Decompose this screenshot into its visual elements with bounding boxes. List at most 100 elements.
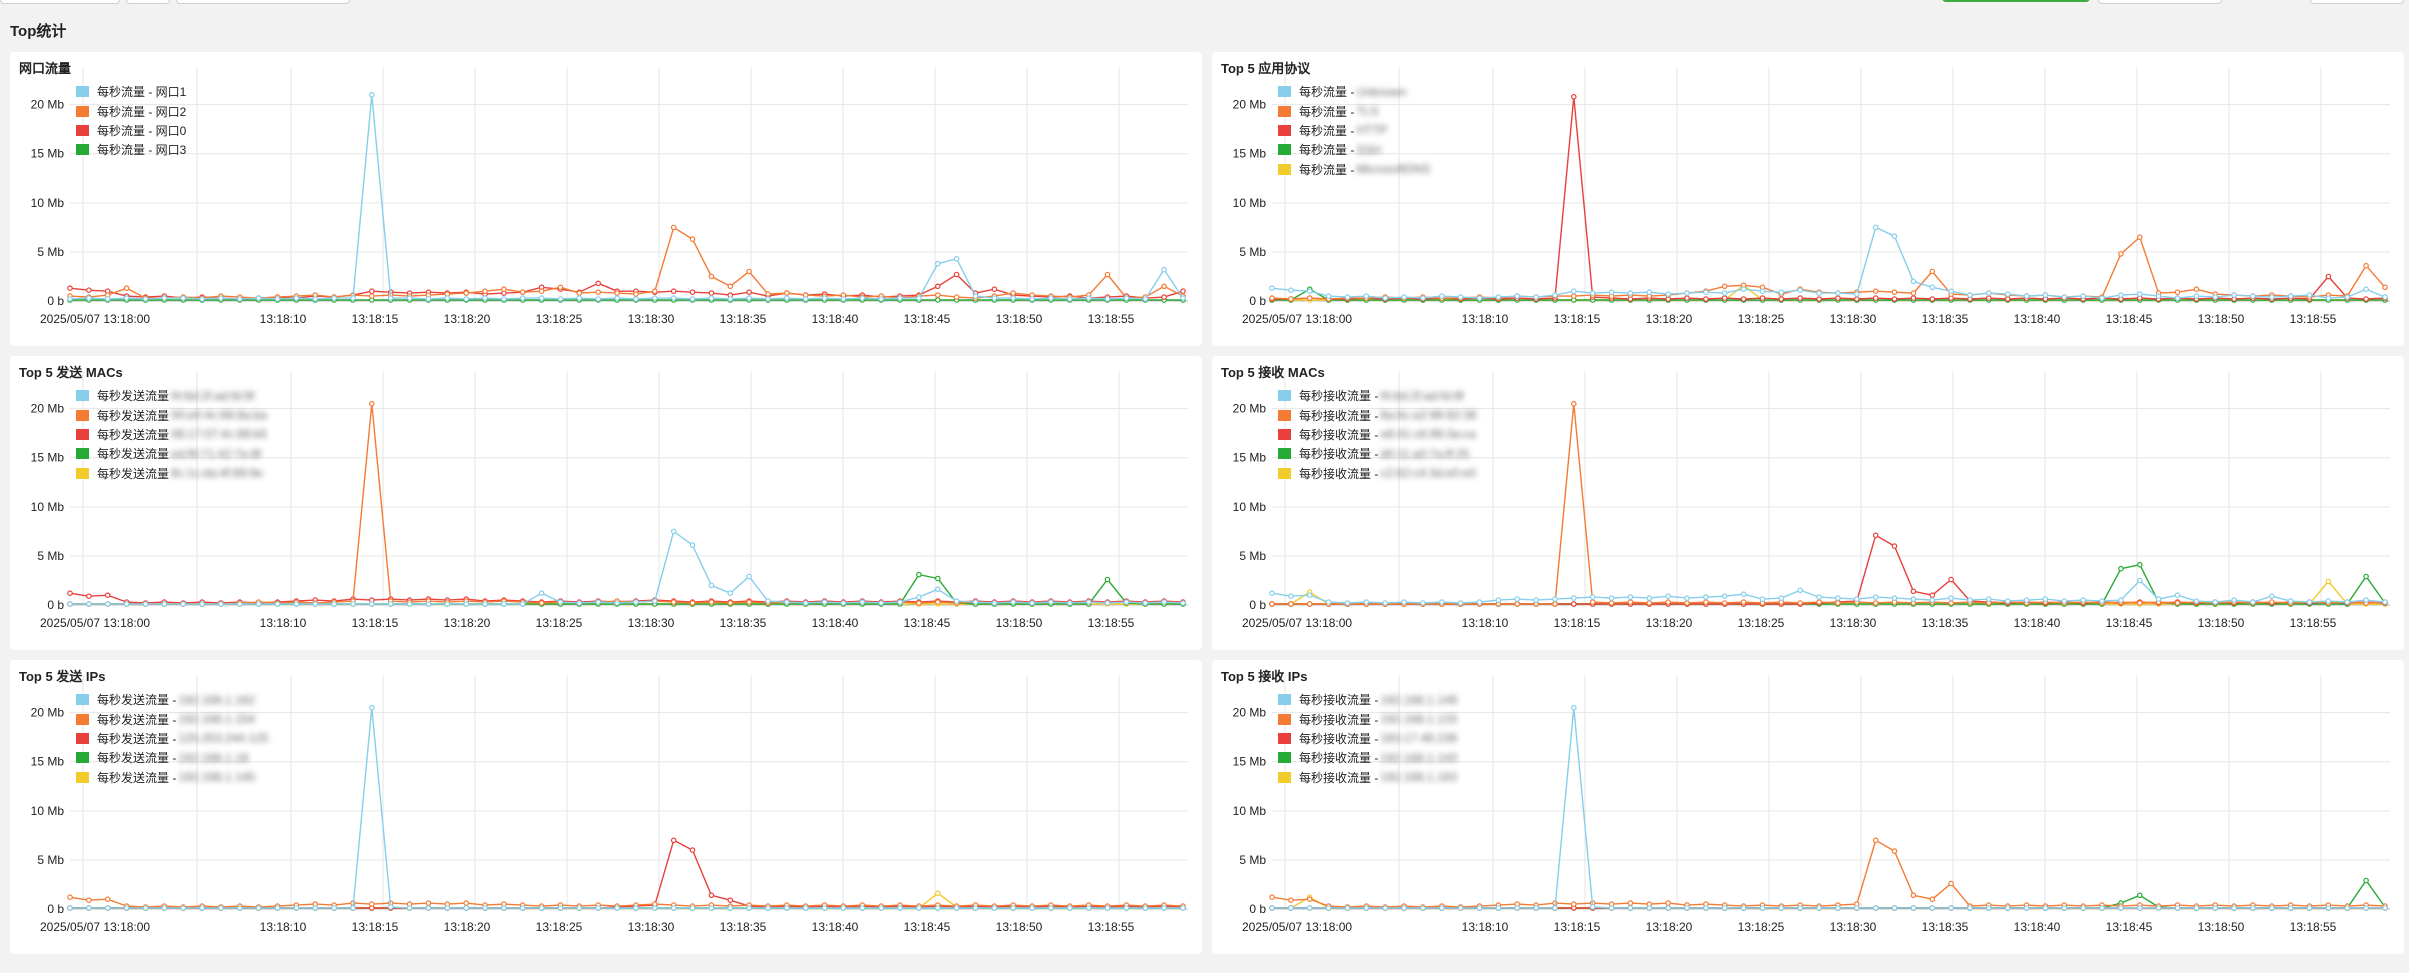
x-tick-label: 13:18:20 bbox=[444, 312, 491, 326]
legend-label: 每秒接收流量 - bbox=[1299, 731, 1379, 746]
data-point bbox=[595, 280, 602, 287]
legend-item[interactable]: 每秒流量 - TLS bbox=[1278, 101, 1430, 120]
data-point bbox=[1269, 285, 1275, 292]
legend-item[interactable]: 每秒接收流量 - 192.168.1.149 bbox=[1278, 690, 1457, 709]
legend-item[interactable]: 每秒流量 - SSH bbox=[1278, 140, 1430, 159]
legend-item[interactable]: 每秒发送流量 08:17:07:4c:89:b5 bbox=[76, 425, 267, 444]
legend-item[interactable]: 每秒发送流量 8c:1c:da:4f:89:9e bbox=[76, 464, 267, 483]
data-point bbox=[1891, 233, 1898, 240]
data-point bbox=[1269, 601, 1275, 607]
data-point bbox=[1985, 295, 1992, 301]
data-point bbox=[708, 599, 715, 605]
legend-item[interactable]: 每秒接收流量 - d0:11:a0:7a:ff:25 bbox=[1278, 444, 1476, 463]
legend-item[interactable]: 每秒发送流量 00:e0:4c:68:8a:ba bbox=[76, 405, 267, 424]
data-point bbox=[614, 295, 620, 301]
legend-item[interactable]: 每秒流量 - 网口1 bbox=[76, 82, 186, 101]
legend-item[interactable]: 每秒发送流量 f4:6d:2f:ad:fd:9f bbox=[76, 386, 267, 405]
data-point bbox=[2250, 599, 2256, 605]
legend-item[interactable]: 每秒流量 - MicrosoftDNS bbox=[1278, 160, 1430, 179]
legend-label: 每秒发送流量 - bbox=[97, 751, 177, 766]
legend-item[interactable]: 每秒接收流量 - 192.168.1.133 bbox=[1278, 709, 1457, 728]
data-point bbox=[180, 905, 187, 911]
x-tick-label: 13:18:35 bbox=[1922, 920, 1969, 934]
data-point bbox=[1533, 905, 1539, 911]
data-point bbox=[1029, 296, 1035, 302]
data-point bbox=[991, 286, 998, 293]
data-point bbox=[1853, 296, 1860, 302]
data-point bbox=[538, 905, 545, 911]
legend-item[interactable]: 每秒流量 - 网口2 bbox=[76, 101, 186, 120]
legend-redacted-value: c2:62:c4:3d:e0:e0 bbox=[1380, 466, 1476, 481]
data-point bbox=[1552, 601, 1558, 607]
data-point bbox=[1288, 897, 1294, 904]
legend-item[interactable]: 每秒接收流量 - f4:6d:2f:ad:fd:9f bbox=[1278, 386, 1476, 405]
legend-item[interactable]: 每秒发送流量 - 192.168.1.18 bbox=[76, 748, 268, 767]
data-point bbox=[1457, 600, 1464, 606]
toolbar-select[interactable] bbox=[176, 0, 350, 4]
legend-label: 每秒接收流量 - bbox=[1299, 427, 1379, 442]
data-point bbox=[444, 601, 451, 607]
data-point bbox=[557, 905, 564, 911]
toolbar-button[interactable] bbox=[0, 0, 120, 4]
toolbar-button[interactable] bbox=[2098, 0, 2222, 4]
y-tick-label: 20 Mb bbox=[31, 98, 65, 112]
data-point bbox=[519, 295, 526, 301]
data-point bbox=[651, 905, 658, 911]
x-tick-label: 13:18:20 bbox=[1646, 616, 1693, 630]
legend-item[interactable]: 每秒接收流量 - c2:62:c4:3d:e0:e0 bbox=[1278, 464, 1476, 483]
data-point bbox=[2042, 905, 2049, 911]
data-point bbox=[633, 905, 639, 911]
data-point bbox=[482, 295, 488, 301]
data-point bbox=[161, 905, 168, 911]
data-point bbox=[519, 289, 526, 296]
legend-item[interactable]: 每秒流量 - 网口0 bbox=[76, 121, 186, 140]
legend-swatch bbox=[76, 409, 89, 421]
legend-redacted-value: 192.168.1.145 bbox=[178, 770, 256, 785]
legend-item[interactable]: 每秒接收流量 - 192.168.1.143 bbox=[1278, 748, 1457, 767]
data-point bbox=[1665, 291, 1672, 297]
legend-item[interactable]: 每秒接收流量 - 183.17.48.238 bbox=[1278, 729, 1457, 748]
legend-item[interactable]: 每秒接收流量 - e8:41:c6:99:3a:ca bbox=[1278, 425, 1476, 444]
legend-swatch bbox=[76, 390, 89, 402]
data-point bbox=[274, 296, 281, 302]
legend-item[interactable]: 每秒接收流量 - 8a:6c:a2:98:92:38 bbox=[1278, 405, 1476, 424]
data-point bbox=[689, 905, 696, 911]
data-point bbox=[1646, 289, 1653, 296]
legend-item[interactable]: 每秒发送流量 - 125.253.244.125 bbox=[76, 729, 268, 748]
y-tick-label: 15 Mb bbox=[1233, 147, 1267, 161]
legend-redacted-value: 08:17:07:4c:89:b5 bbox=[171, 427, 268, 442]
data-point bbox=[1514, 905, 1521, 911]
toolbar-button[interactable] bbox=[2310, 0, 2404, 4]
data-point bbox=[2061, 905, 2068, 911]
data-point bbox=[1872, 532, 1879, 539]
data-point bbox=[406, 601, 413, 607]
data-point bbox=[538, 288, 545, 295]
data-point bbox=[557, 296, 564, 302]
legend-item[interactable]: 每秒发送流量 ed:f9:71:42:7e:8f bbox=[76, 444, 267, 463]
data-point bbox=[670, 599, 677, 605]
data-point bbox=[1344, 600, 1351, 606]
data-point bbox=[2382, 599, 2388, 605]
section-title: Top统计 bbox=[10, 23, 67, 40]
data-point bbox=[368, 901, 375, 907]
series-line bbox=[1272, 403, 2386, 605]
data-point bbox=[595, 289, 602, 296]
data-point bbox=[746, 573, 752, 580]
legend-item[interactable]: 每秒发送流量 - 192.168.1.145 bbox=[76, 768, 268, 787]
toolbar-button[interactable] bbox=[126, 0, 170, 4]
legend-item[interactable]: 每秒流量 - 网口3 bbox=[76, 140, 186, 159]
legend-item[interactable]: 每秒发送流量 - 192.168.1.162 bbox=[76, 690, 268, 709]
legend-item[interactable]: 每秒流量 - Unknown bbox=[1278, 82, 1430, 101]
legend-item[interactable]: 每秒流量 - HTTP bbox=[1278, 121, 1430, 140]
data-point bbox=[2136, 291, 2143, 297]
x-tick-label: 13:18:15 bbox=[352, 312, 399, 326]
data-point bbox=[1552, 905, 1558, 911]
data-point bbox=[1759, 905, 1766, 911]
toolbar-primary-button[interactable] bbox=[1942, 0, 2090, 2]
data-point bbox=[802, 296, 809, 302]
data-point bbox=[1608, 289, 1615, 296]
legend-item[interactable]: 每秒接收流量 - 192.168.1.163 bbox=[1278, 768, 1457, 787]
legend-item[interactable]: 每秒发送流量 - 192.168.1.154 bbox=[76, 709, 268, 728]
legend-label: 每秒流量 - 网口3 bbox=[97, 143, 187, 158]
data-point bbox=[1853, 905, 1860, 911]
